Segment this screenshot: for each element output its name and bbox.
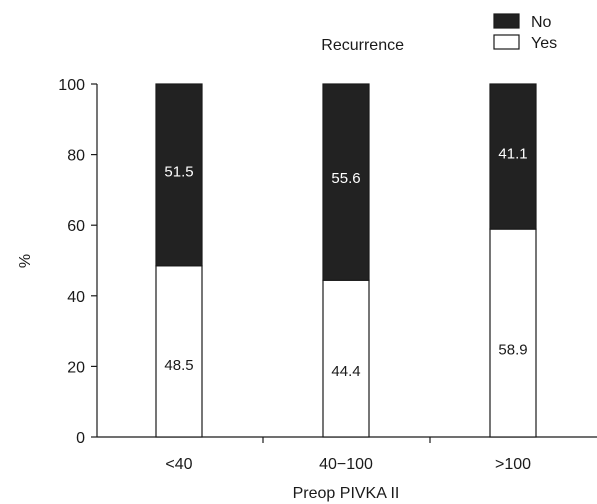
legend-swatch-yes	[493, 34, 520, 50]
x-axis-title: Preop PIVKA II	[293, 485, 400, 502]
y-tick-label: 20	[67, 359, 85, 376]
bar-segment-yes	[489, 228, 537, 438]
data-label-yes: 58.9	[498, 342, 527, 359]
data-label-no: 51.5	[164, 163, 193, 180]
y-tick-label: 100	[58, 77, 85, 94]
legend-label-no: No	[531, 14, 552, 31]
bar-segment-no	[155, 83, 203, 267]
axes: 0 20 40 60 80 100 <40 40−100 >100 Preop PIVKA II%	[17, 77, 597, 502]
legend-swatch-no	[493, 13, 520, 29]
y-tick-label: 0	[76, 430, 85, 447]
data-label-yes: 48.5	[164, 357, 193, 374]
y-tick-label: 80	[67, 148, 85, 165]
x-tick-label: >100	[495, 456, 531, 473]
legend-label-yes: Yes	[531, 35, 557, 52]
bars: 48.5 51.5 44.4 55.6 58.9 41.1	[155, 83, 537, 438]
data-label-yes: 44.4	[331, 363, 360, 380]
bar-segment-yes	[322, 279, 370, 438]
bar-segment-yes	[155, 265, 203, 438]
legend: Recurrence No Yes	[321, 13, 557, 54]
x-tick-label: <40	[165, 456, 192, 473]
bar-segment-no	[489, 83, 537, 230]
legend-title: Recurrence	[321, 37, 404, 54]
data-label-no: 55.6	[331, 170, 360, 187]
y-tick-label: 40	[67, 289, 85, 306]
bar-segment-no	[322, 83, 370, 281]
y-tick-label: 60	[67, 218, 85, 235]
data-label-no: 41.1	[498, 146, 527, 163]
x-tick-label: 40−100	[319, 456, 373, 473]
y-axis-title: %	[17, 254, 34, 268]
